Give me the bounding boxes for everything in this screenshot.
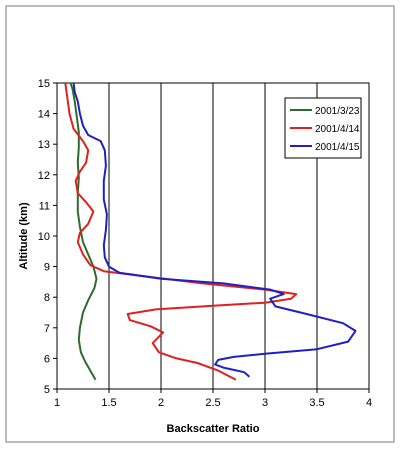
legend: 2001/3/23 2001/4/14 2001/4/15 [284, 97, 362, 159]
legend-label-2: 2001/4/14 [315, 124, 360, 135]
legend-label-1: 2001/3/23 [315, 106, 360, 117]
x-tick-label: 2.5 [205, 397, 220, 409]
y-tick-label: 13 [38, 139, 50, 151]
x-tick-label: 4 [366, 397, 372, 409]
y-tick-label: 6 [44, 353, 50, 365]
series-line-3 [72, 82, 357, 378]
tick-layer: 1 1.5 2 2.5 3 3.5 4 5 6 7 8 9 10 11 12 13 14 15 [38, 78, 372, 409]
x-tick-label: 1.5 [101, 397, 116, 409]
series-layer [64, 82, 357, 381]
x-tick-label: 3 [262, 397, 268, 409]
legend-label-3: 2001/4/15 [315, 142, 360, 153]
y-axis-label: Altitude (km) [18, 202, 30, 270]
y-tick-label: 10 [38, 231, 50, 243]
y-tick-label: 15 [38, 78, 50, 90]
y-tick-label: 11 [39, 200, 50, 212]
y-tick-label: 8 [44, 292, 50, 304]
series-line-1 [69, 82, 98, 381]
y-tick-label: 5 [44, 384, 50, 396]
y-tick-label: 14 [38, 109, 50, 121]
y-tick-label: 9 [44, 262, 50, 274]
chart-outer-border [5, 5, 395, 443]
x-tick-label: 3.5 [309, 397, 324, 409]
y-tick-label: 7 [44, 323, 50, 335]
y-tick-label: 12 [38, 170, 50, 182]
x-tick-label: 2 [158, 397, 164, 409]
x-axis-label: Backscatter Ratio [167, 423, 260, 435]
x-tick-label: 1 [54, 397, 60, 409]
